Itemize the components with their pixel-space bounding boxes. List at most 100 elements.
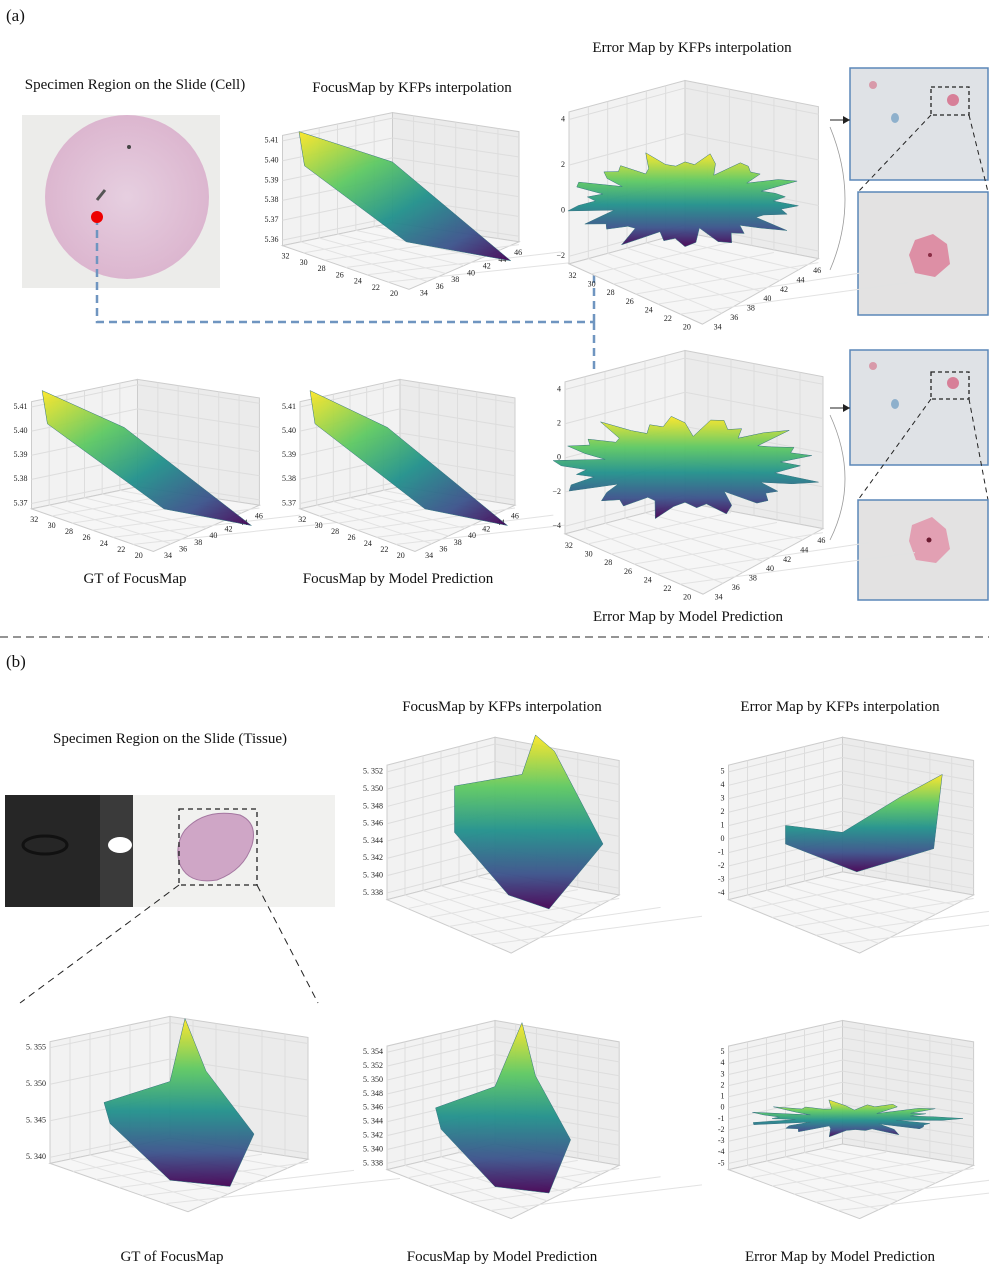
z-tick-label: 5.39 [282,450,296,459]
y-tick-label: 24 [364,539,372,548]
z-tick-label: 5.40 [282,426,296,435]
x-tick-label: 40 [209,531,217,540]
z-tick-label: 4 [561,114,565,123]
z-tick-label: 5.38 [14,474,28,483]
y-tick-label: 26 [626,297,634,306]
x-tick-label: 34 [715,592,723,601]
z-tick-label: 5. 350 [26,1079,46,1088]
y-tick-label: 32 [565,541,573,550]
z-tick-label: 5. 338 [363,888,383,897]
z-tick-label: 5. 342 [363,1130,383,1139]
z-tick-label: -3 [718,1136,725,1145]
z-tick-label: 5.37 [14,498,28,507]
z-tick-label: 5. 344 [363,1117,383,1126]
surface-plot: 5. 3525. 3505. 3485. 3465. 3445. 3425. 3… [360,728,630,960]
z-tick-label: 2 [561,160,565,169]
plot-title: GT of FocusMap [120,1249,223,1266]
y-tick-label: 26 [336,270,344,279]
specimen-image [5,795,335,1003]
x-tick-label: 46 [511,511,519,520]
y-tick-label: 22 [664,314,672,323]
plot-title: Error Map by Model Prediction [745,1249,935,1266]
z-tick-label: 5.41 [14,402,28,411]
y-tick-label: 32 [298,515,306,524]
z-tick-label: -4 [718,888,725,897]
y-tick-label: 22 [117,545,125,554]
x-tick-label: 46 [817,536,825,545]
y-tick-label: 28 [318,264,326,273]
plot-title: FocusMap by Model Prediction [303,571,493,588]
y-tick-label: 30 [315,521,323,530]
z-tick-label: 5. 354 [363,1047,383,1056]
z-tick-label: 5. 346 [363,1103,383,1112]
z-tick-label: 4 [721,780,725,789]
x-tick-label: 34 [714,322,722,331]
x-tick-label: 46 [514,248,522,257]
z-tick-label: 3 [721,794,725,803]
y-tick-label: 24 [645,305,653,314]
y-tick-label: 30 [300,258,308,267]
x-tick-label: 36 [732,583,740,592]
x-tick-label: 42 [225,525,233,534]
x-tick-label: 38 [451,275,459,284]
specimen-title: Specimen Region on the Slide (Tissue) [53,731,287,748]
z-tick-label: 5 [721,767,725,776]
z-tick-label: 5. 355 [26,1043,46,1052]
specimen-cell [45,115,209,279]
z-tick-label: −4 [552,521,561,530]
z-tick-label: -2 [718,1125,725,1134]
y-tick-label: 30 [588,280,596,289]
y-tick-label: 32 [30,515,38,524]
z-tick-label: 2 [721,807,725,816]
z-tick-label: 0 [561,206,565,215]
x-tick-label: 34 [425,551,433,560]
z-tick-label: 1 [721,1092,725,1101]
z-tick-label: 0 [721,1103,725,1112]
z-tick-label: 5.37 [265,215,279,224]
x-tick-label: 34 [420,289,428,298]
x-tick-label: 46 [813,266,821,275]
y-tick-label: 22 [372,283,380,292]
x-tick-label: 38 [454,538,462,547]
x-tick-label: 36 [436,282,444,291]
x-tick-label: 42 [780,285,788,294]
z-tick-label: 2 [557,419,561,428]
y-tick-label: 24 [100,539,108,548]
x-tick-label: 38 [194,538,202,547]
y-tick-label: 22 [663,584,671,593]
z-tick-label: 5.39 [265,175,279,184]
x-tick-label: 44 [800,546,808,555]
plot-title: FocusMap by Model Prediction [407,1249,597,1266]
y-tick-label: 20 [683,323,691,332]
z-tick-label: 0 [721,834,725,843]
surface-plot: 543210-1-2-3-4-5 [700,1012,985,1225]
surface-plot: 5. 3555. 3505. 3455. 340 [20,1008,320,1218]
y-tick-label: 20 [397,551,405,560]
z-tick-label: -1 [718,847,725,856]
x-tick-label: 40 [467,268,475,277]
y-tick-label: 28 [331,527,339,536]
y-tick-label: 32 [282,252,290,261]
z-tick-label: -3 [718,874,725,883]
panel-label: (b) [6,652,26,672]
z-tick-label: 5 [721,1047,725,1056]
z-tick-label: −2 [552,487,561,496]
z-tick-label: 5.40 [265,156,279,165]
x-tick-label: 40 [468,531,476,540]
x-tick-label: 44 [797,276,805,285]
z-tick-label: 5. 352 [363,767,383,776]
y-tick-label: 20 [390,289,398,298]
z-tick-label: 5.39 [14,450,28,459]
z-tick-label: 5.36 [265,235,279,244]
x-tick-label: 40 [763,294,771,303]
z-tick-label: 1 [721,821,725,830]
plot-title: Error Map by KFPs interpolation [592,40,791,57]
z-tick-label: 5. 352 [363,1061,383,1070]
z-tick-label: 3 [721,1069,725,1078]
debris [127,145,131,149]
z-tick-label: 5.41 [282,402,296,411]
z-tick-label: 5. 338 [363,1158,383,1167]
z-tick-label: 5.40 [14,426,28,435]
